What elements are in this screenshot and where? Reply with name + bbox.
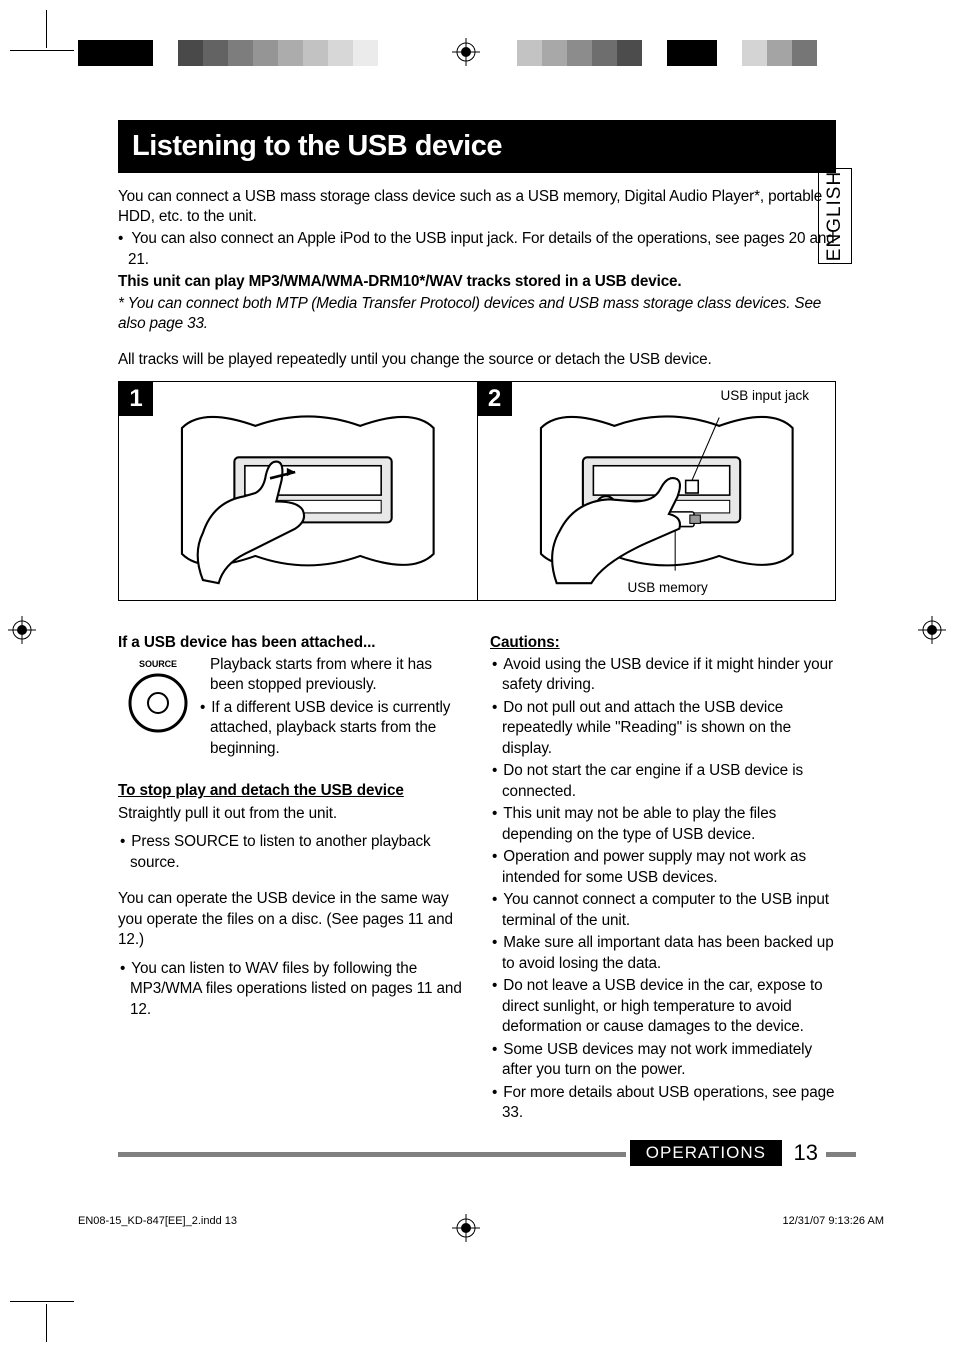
cautions-list: Avoid using the USB device if it might h… [490,655,836,1124]
step-1: 1 [119,382,477,600]
color-swatch [78,40,103,66]
color-swatch [792,40,817,66]
registration-mark-icon [8,616,36,644]
color-swatch [667,40,692,66]
color-swatch [278,40,303,66]
imprint-filename: EN08-15_KD-847[EE]_2.indd 13 [78,1215,237,1227]
section-label: OPERATIONS [630,1140,782,1166]
printer-colorbar-left [78,40,378,66]
caution-item: Make sure all important data has been ba… [502,933,836,974]
intro-footnote: * You can connect both MTP (Media Transf… [118,294,836,334]
color-swatch [203,40,228,66]
color-swatch [303,40,328,66]
left-column: If a USB device has been attached... SOU… [118,633,464,1128]
caution-item: Avoid using the USB device if it might h… [502,655,836,696]
color-swatch [517,40,542,66]
content-area: Listening to the USB device You can conn… [118,120,836,1128]
left-p3: You can operate the USB device in the sa… [118,889,464,950]
two-column-body: If a USB device has been attached... SOU… [118,633,836,1128]
crop-mark [46,1304,47,1342]
caution-item: Do not leave a USB device in the car, ex… [502,976,836,1037]
intro-paragraph: You can connect a USB mass storage class… [118,187,836,227]
color-swatch [153,40,178,66]
registration-mark-icon [918,616,946,644]
printer-colorbar-right [517,40,817,66]
cautions-heading: Cautions: [490,633,836,653]
crop-mark [10,50,74,51]
imprint-line: EN08-15_KD-847[EE]_2.indd 13 12/31/07 9:… [78,1215,884,1227]
caution-item: Do not start the car engine if a USB dev… [502,761,836,802]
step-2-illustration [478,382,836,600]
step-2: 2 USB input jack USB memory [477,382,836,600]
page-number: 13 [794,1140,818,1166]
page-root: ENGLISH Listening to the USB device You … [0,0,954,1352]
step-figure-container: 1 2 USB input [118,381,836,601]
crop-mark [46,10,47,48]
step-1-illustration [119,382,477,600]
caution-item: This unit may not be able to play the fi… [502,804,836,845]
footer-rule [118,1152,626,1157]
color-swatch [228,40,253,66]
left-li2: Press SOURCE to listen to another playba… [130,832,464,873]
color-swatch [128,40,153,66]
footer-rule-stub [826,1152,856,1157]
color-swatch [617,40,642,66]
color-swatch [642,40,667,66]
color-swatch [253,40,278,66]
left-heading-2: To stop play and detach the USB device [118,781,464,801]
color-swatch [717,40,742,66]
color-swatch [692,40,717,66]
color-swatch [542,40,567,66]
source-label-text: SOURCE [139,659,177,669]
intro-block: You can connect a USB mass storage class… [118,187,836,371]
intro-paragraph2: All tracks will be played repeatedly unt… [118,350,836,370]
left-heading-1: If a USB device has been attached... [118,633,464,653]
color-swatch [742,40,767,66]
left-li3: You can listen to WAV files by following… [130,959,464,1020]
caution-item: Some USB devices may not work immediatel… [502,1040,836,1081]
caution-item: For more details about USB operations, s… [502,1083,836,1124]
page-title: Listening to the USB device [118,120,836,173]
left-list-2: Press SOURCE to listen to another playba… [118,832,464,873]
section-footer: OPERATIONS 13 [118,1140,836,1170]
intro-bullet-text: You can also connect an Apple iPod to th… [128,230,835,267]
crop-mark [10,1301,74,1302]
color-swatch [767,40,792,66]
caution-item: You cannot connect a computer to the USB… [502,890,836,931]
right-column: Cautions: Avoid using the USB device if … [490,633,836,1128]
color-swatch [592,40,617,66]
source-button-illustration: SOURCE [118,655,198,743]
color-swatch [328,40,353,66]
color-swatch [103,40,128,66]
intro-bullet: • You can also connect an Apple iPod to … [118,229,836,269]
left-p2: Straightly pull it out from the unit. [118,804,464,824]
color-swatch [567,40,592,66]
color-swatch [353,40,378,66]
caution-item: Do not pull out and attach the USB devic… [502,698,836,759]
left-list-3: You can listen to WAV files by following… [118,959,464,1020]
caution-item: Operation and power supply may not work … [502,847,836,888]
registration-mark-icon [452,38,480,66]
intro-bold: This unit can play MP3/WMA/WMA-DRM10*/WA… [118,272,836,292]
imprint-timestamp: 12/31/07 9:13:26 AM [782,1215,884,1227]
color-swatch [178,40,203,66]
